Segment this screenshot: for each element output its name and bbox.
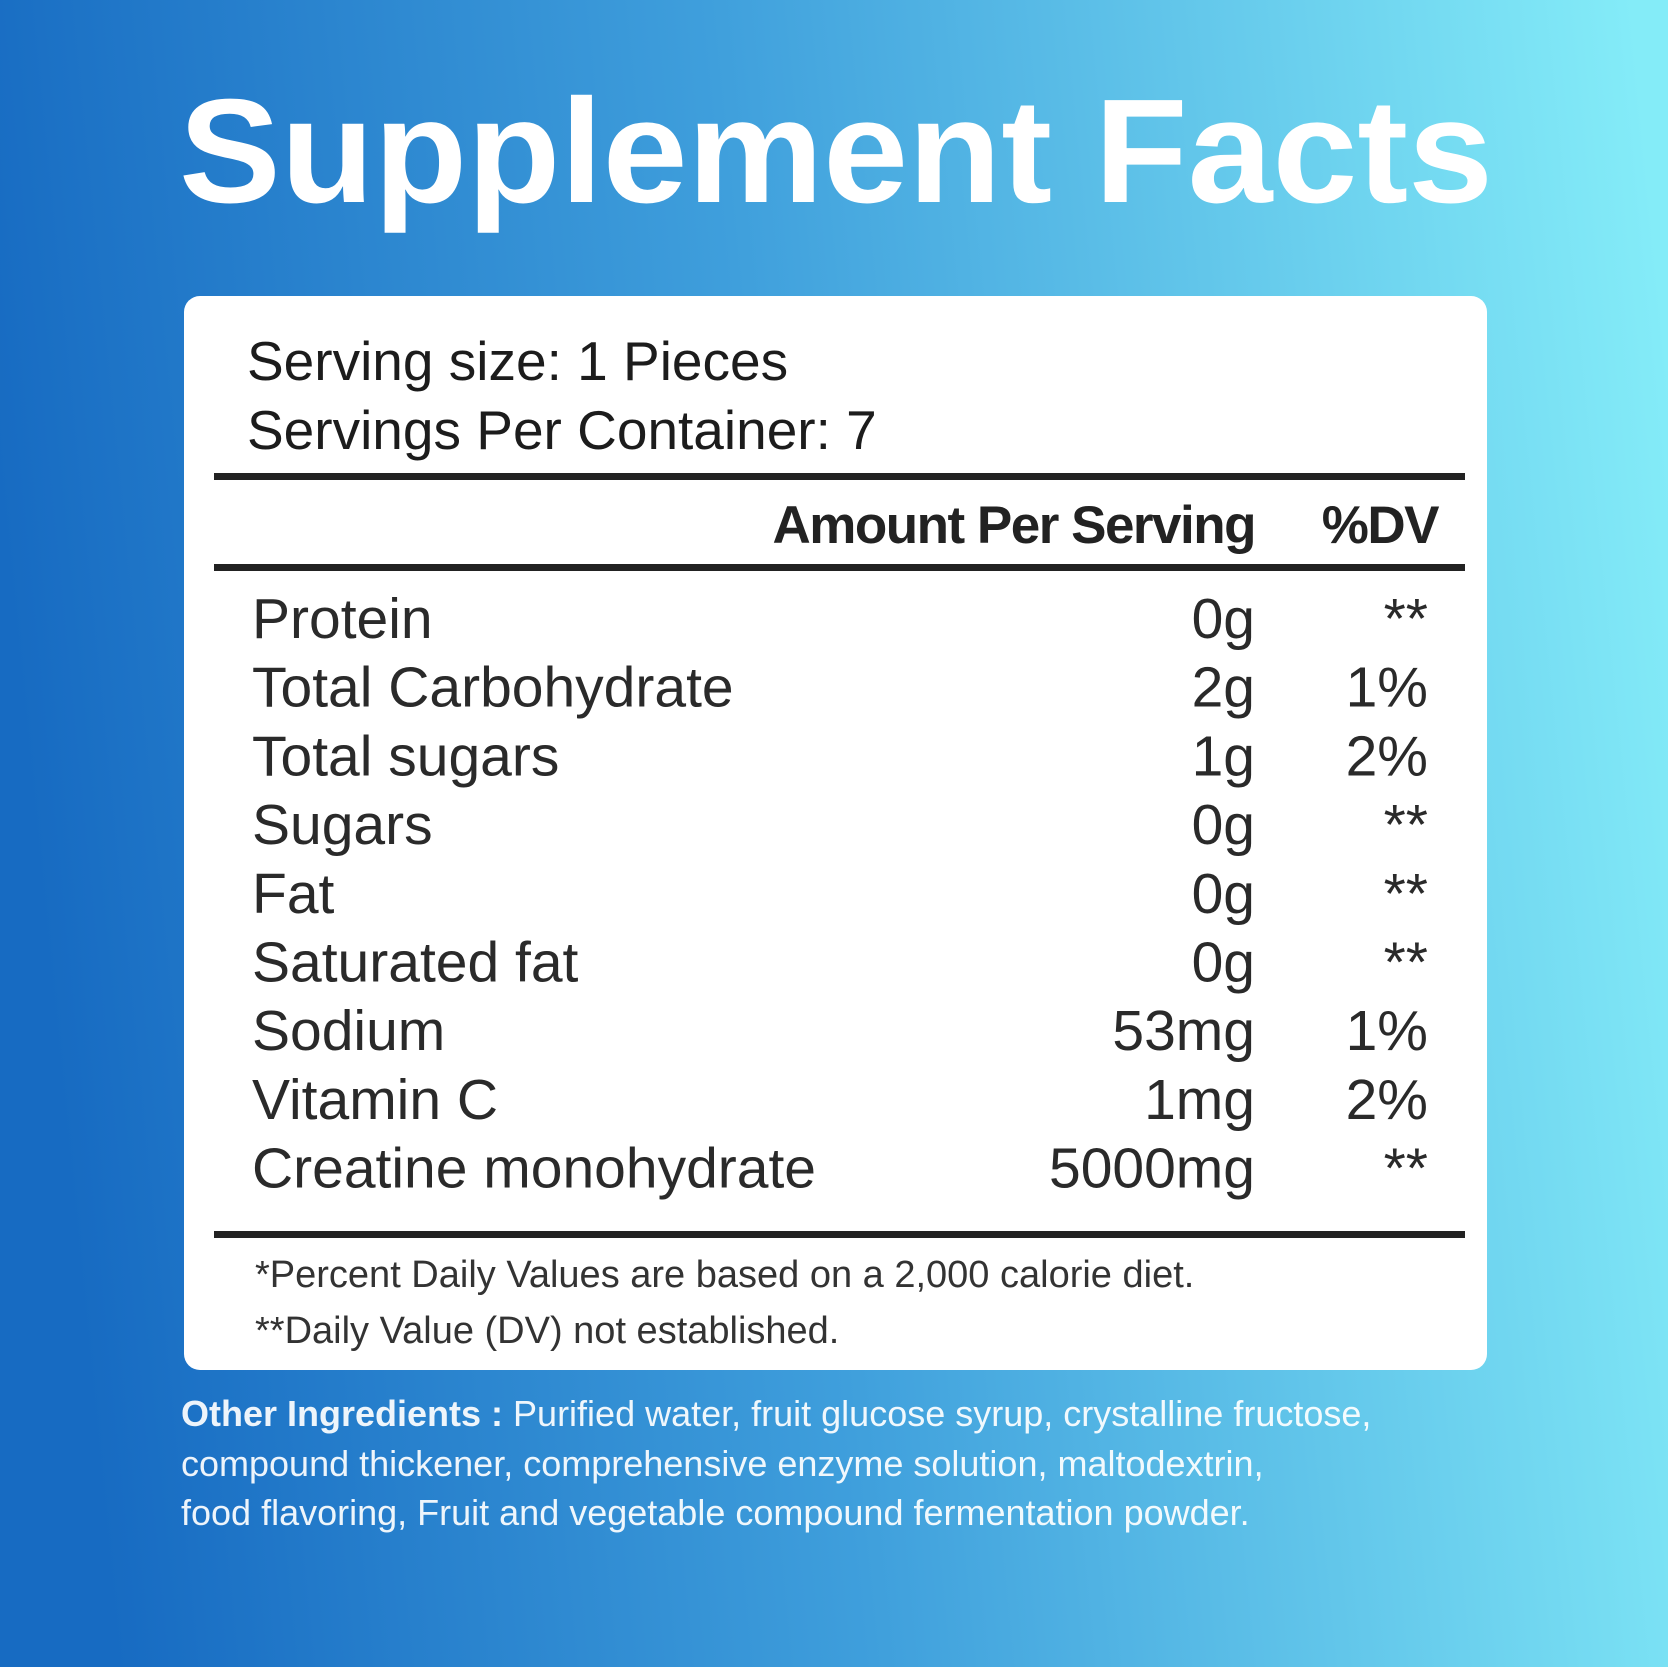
ingredients-line: Other Ingredients : Purified water, fruit… xyxy=(181,1393,1371,1434)
nutrient-amount: 0g xyxy=(1192,587,1255,651)
nutrient-name: Creatine monohydrate xyxy=(252,1137,816,1201)
nutrient-name: Fat xyxy=(252,862,335,926)
nutrient-name: Saturated fat xyxy=(252,931,579,995)
nutrient-dv: ** xyxy=(1384,587,1428,651)
nutrient-name: Protein xyxy=(252,587,433,651)
nutrient-dv: 1% xyxy=(1346,656,1428,720)
rows: Protein 0g ** Total Carbohydrate 2g 1% Total s… xyxy=(252,587,1428,1201)
nutrient-amount: 5000mg xyxy=(1049,1137,1255,1201)
serving-size: Serving size: 1 Pieces xyxy=(247,330,788,392)
other-ingredients: Other Ingredients : Purified water, fruit… xyxy=(181,1393,1371,1533)
title: Supplement Facts xyxy=(179,69,1493,234)
nutrient-dv: 2% xyxy=(1346,1068,1428,1132)
nutrient-amount: 2g xyxy=(1192,656,1255,720)
ingredients-line: food flavoring, Fruit and vegetable comp… xyxy=(181,1492,1250,1533)
servings-per-container: Servings Per Container: 7 xyxy=(247,399,877,461)
ingredients-text: Purified water, fruit glucose syrup, cry… xyxy=(513,1393,1371,1434)
rule xyxy=(214,473,1465,480)
nutrient-amount: 0g xyxy=(1192,931,1255,995)
footnote: *Percent Daily Values are based on a 2,0… xyxy=(255,1254,1194,1296)
nutrient-dv: ** xyxy=(1384,1137,1428,1201)
column-header: %DV xyxy=(1322,496,1439,555)
nutrient-amount: 53mg xyxy=(1112,999,1255,1063)
nutrient-amount: 0g xyxy=(1192,793,1255,857)
nutrient-name: Sugars xyxy=(252,793,433,857)
nutrient-dv: ** xyxy=(1384,931,1428,995)
nutrient-dv: 1% xyxy=(1346,999,1428,1063)
nutrient-amount: 0g xyxy=(1192,862,1255,926)
nutrient-amount: 1mg xyxy=(1144,1068,1255,1132)
footnote: **Daily Value (DV) not established. xyxy=(255,1310,839,1352)
nutrient-name: Total Carbohydrate xyxy=(252,656,734,720)
nutrient-dv: ** xyxy=(1384,862,1428,926)
nutrient-dv: ** xyxy=(1384,793,1428,857)
nutrient-name: Sodium xyxy=(252,999,445,1063)
ingredients-line: compound thickener, comprehensive enzyme… xyxy=(181,1443,1264,1484)
column-header: Amount Per Serving xyxy=(773,496,1255,555)
nutrient-name: Total sugars xyxy=(252,724,559,788)
ingredients-label: Other Ingredients : xyxy=(181,1393,503,1434)
nutrient-amount: 1g xyxy=(1192,724,1255,788)
nutrient-dv: 2% xyxy=(1346,724,1428,788)
rule xyxy=(214,564,1465,571)
rule xyxy=(214,1231,1465,1238)
nutrient-name: Vitamin C xyxy=(252,1068,498,1132)
